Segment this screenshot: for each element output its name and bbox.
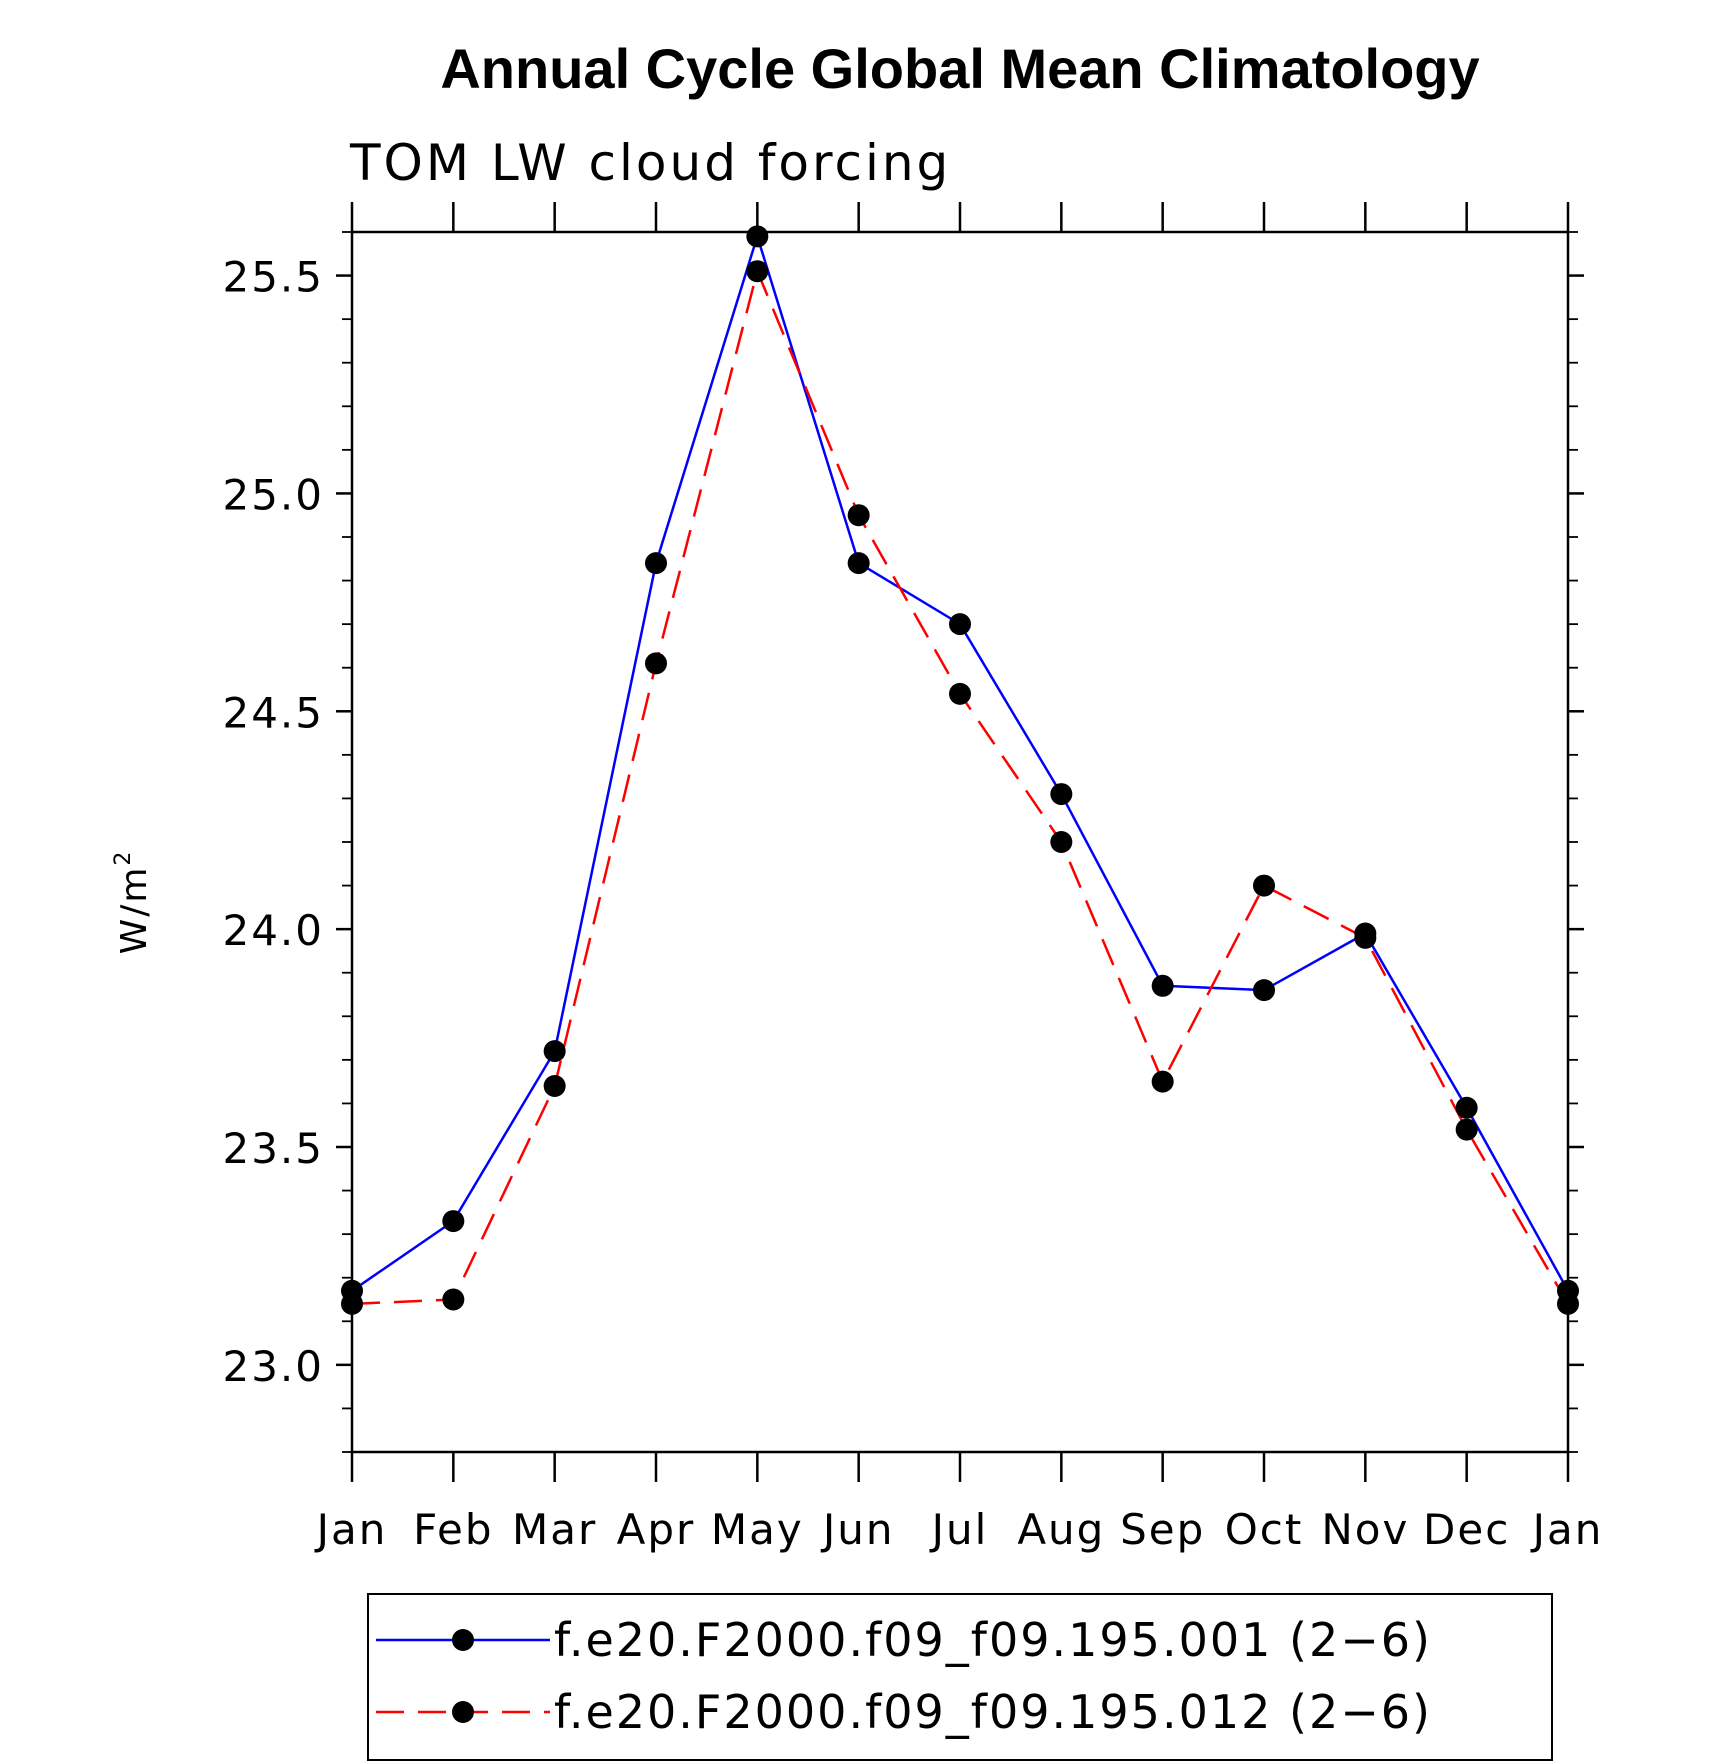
series-2-point [543, 1075, 566, 1097]
series-2-point [442, 1288, 465, 1311]
x-tick-label: Apr [617, 1505, 696, 1554]
series-1-point [645, 552, 667, 575]
x-tick-label: Jan [1530, 1505, 1604, 1554]
series-2-point [847, 504, 870, 527]
x-tick-label: Jan [314, 1505, 388, 1554]
x-tick-label: Sep [1120, 1505, 1205, 1554]
series-1-point [949, 613, 971, 636]
series-1-point [746, 225, 769, 248]
series-1-point [543, 1040, 566, 1063]
series-line-2 [351, 267, 1570, 1306]
series-2-point [645, 652, 667, 675]
y-tick-label: 23.0 [222, 1342, 324, 1391]
chart-subtitle: TOM LW cloud forcing [349, 134, 951, 192]
y-axis-label-unit: W/m [114, 866, 155, 955]
y-axis-label: W/m2 [111, 850, 155, 955]
y-tick-label: 24.0 [222, 906, 324, 955]
series-2-point [1455, 1118, 1478, 1141]
x-tick-label: Jul [929, 1505, 989, 1554]
series-1-point [847, 552, 870, 575]
series-2-point [341, 1292, 363, 1315]
legend-label-series-1: f.e20.F2000.f09_f09.195.001 (2−6) [554, 1613, 1432, 1667]
series-layer [341, 225, 1579, 1315]
legend-marker-series-1 [452, 1629, 474, 1651]
x-tick-label: Aug [1017, 1505, 1105, 1554]
y-tick-label: 25.0 [222, 470, 324, 519]
series-2-point [1151, 1070, 1174, 1093]
y-tick-labels: 23.0 23.5 24.0 24.5 25.0 25.5 [222, 253, 324, 1391]
series-2-point [1557, 1292, 1579, 1315]
x-tick-label: May [711, 1505, 804, 1554]
y-tick-label: 24.5 [222, 688, 324, 737]
y-axis-label-superscript: 2 [111, 850, 136, 866]
series-1-point [442, 1210, 465, 1233]
series-1-point [1455, 1096, 1478, 1119]
legend-label-series-2: f.e20.F2000.f09_f09.195.012 (2−6) [554, 1685, 1432, 1739]
legend-marker-series-2 [452, 1701, 474, 1723]
series-1-point [1050, 783, 1073, 806]
series-line-1 [351, 232, 1570, 1292]
axes-ticks [336, 202, 1584, 1482]
x-tick-label: Oct [1225, 1505, 1304, 1554]
series-2-point [746, 260, 769, 283]
x-tick-label: Mar [512, 1505, 597, 1554]
series-1-point [1253, 979, 1275, 1002]
series-1-point [1151, 974, 1174, 997]
chart-title: Annual Cycle Global Mean Climatology [440, 37, 1479, 100]
x-tick-label: Feb [413, 1505, 493, 1554]
plot-frame [350, 230, 1570, 1454]
series-2-point [1354, 926, 1377, 949]
x-tick-label: Nov [1321, 1505, 1409, 1554]
x-tick-label: Jun [820, 1505, 895, 1554]
x-tick-labels: Jan Feb Mar Apr May Jun Jul Aug Sep Oct Nov Dec Jan [314, 1505, 1604, 1554]
legend: f.e20.F2000.f09_f09.195.001 (2−6) f.e20.… [367, 1593, 1553, 1761]
series-2-point [1050, 831, 1073, 853]
legend-box [367, 1593, 1553, 1761]
x-tick-label: Dec [1423, 1505, 1510, 1554]
y-tick-label: 23.5 [222, 1124, 324, 1173]
series-2-point [1253, 874, 1275, 897]
series-2-point [949, 682, 971, 705]
y-tick-label: 25.5 [222, 253, 324, 302]
